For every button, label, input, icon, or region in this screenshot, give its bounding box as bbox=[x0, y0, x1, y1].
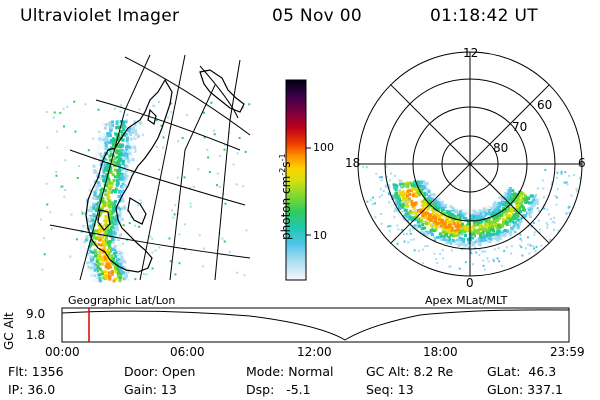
timeline-xtick-0000: 00:00 bbox=[45, 345, 80, 359]
timeline-xtick-0600: 06:00 bbox=[170, 345, 205, 359]
mlt-label-6: 6 bbox=[578, 156, 586, 170]
date-label: 05 Nov 00 bbox=[272, 6, 362, 26]
timeline-xtick-1800: 18:00 bbox=[423, 345, 458, 359]
timeline-ytick-high: 9.0 bbox=[26, 307, 46, 321]
ip-value: IP: 36.0 bbox=[8, 382, 56, 397]
coastline bbox=[85, 69, 245, 273]
mode-status: Mode: Normal bbox=[246, 364, 334, 379]
colorbar-tick-label-100: 100 bbox=[313, 141, 334, 154]
instrument-title: Ultraviolet Imager bbox=[20, 6, 180, 26]
geo-longitude: GLon: 337.1 bbox=[487, 382, 563, 397]
polar-grid bbox=[357, 51, 583, 277]
timeline-axis-label: GC Alt bbox=[2, 312, 16, 350]
lat-label-70: 70 bbox=[512, 120, 528, 134]
timeline-ytick-low: 1.8 bbox=[26, 328, 46, 342]
polar-projection-label: Apex MLat/MLT bbox=[425, 294, 508, 307]
colorbar-tick-label-10: 10 bbox=[313, 229, 327, 242]
altitude-curve bbox=[61, 309, 570, 341]
auroral-oval bbox=[362, 164, 581, 271]
mlt-label-12: 12 bbox=[463, 46, 479, 60]
door-status: Door: Open bbox=[124, 364, 196, 379]
sequence-number: Seq: 13 bbox=[366, 382, 414, 397]
mlt-label-18: 18 bbox=[345, 156, 361, 170]
time-label: 01:18:42 UT bbox=[430, 6, 538, 26]
gain-value: Gain: 13 bbox=[124, 382, 177, 397]
gc-altitude: GC Alt: 8.2 Re bbox=[366, 364, 454, 379]
auroral-emission-geo bbox=[40, 100, 251, 283]
dsp-value: Dsp: -5.1 bbox=[246, 382, 311, 397]
geo-projection-label: Geographic Lat/Lon bbox=[68, 294, 176, 307]
flight-number: Flt: 1356 bbox=[8, 364, 64, 379]
lat-lon-grid bbox=[49, 54, 251, 281]
lat-label-60: 60 bbox=[537, 98, 553, 112]
timeline-xtick-2359: 23:59 bbox=[550, 345, 585, 359]
mlt-label-0: 0 bbox=[466, 276, 474, 290]
geo-latitude: GLat: 46.3 bbox=[487, 364, 557, 379]
lat-label-80: 80 bbox=[493, 141, 509, 155]
colorbar bbox=[285, 79, 311, 281]
timeline-xtick-1200: 12:00 bbox=[297, 345, 332, 359]
